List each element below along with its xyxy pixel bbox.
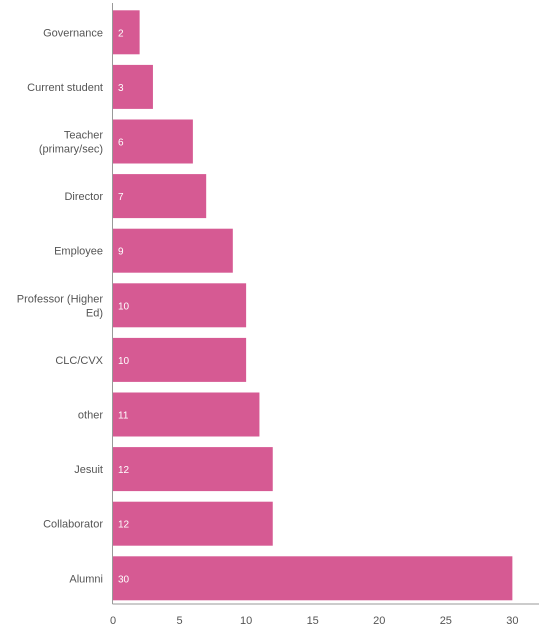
data-label-0: 2	[118, 28, 124, 39]
bar-6	[113, 337, 247, 382]
category-label-3: Director	[64, 191, 103, 203]
x-tick-label-6: 30	[506, 615, 518, 627]
x-tick-label-4: 20	[373, 615, 385, 627]
bar-2	[113, 119, 193, 164]
category-label-1: Current student	[27, 82, 103, 94]
data-label-3: 7	[118, 192, 124, 203]
x-tick-label-3: 15	[307, 615, 319, 627]
data-labels: 2 3 6 7 9 10 10 11 12 12 30	[118, 28, 130, 585]
category-label-7: other	[78, 410, 103, 422]
bar-3	[113, 174, 207, 219]
bar-10	[113, 556, 513, 601]
data-label-2: 6	[118, 138, 124, 149]
category-label-2: Teacher (primary/sec)	[39, 130, 104, 156]
data-label-4: 9	[118, 247, 124, 258]
bar-8	[113, 447, 273, 492]
data-label-5: 10	[118, 301, 130, 312]
bar-0	[113, 10, 140, 55]
category-labels: Governance Current student Teacher (primary…	[17, 27, 104, 585]
bar-5	[113, 283, 247, 328]
category-label-9: Collaborator	[43, 519, 103, 531]
bar-1	[113, 64, 153, 109]
data-label-1: 3	[118, 83, 124, 94]
category-label-8: Jesuit	[74, 464, 103, 476]
category-label-0: Governance	[43, 27, 103, 39]
data-label-6: 10	[118, 356, 130, 367]
category-label-6: CLC/CVX	[55, 355, 103, 367]
x-tick-label-5: 25	[440, 615, 452, 627]
x-tick-label-2: 10	[240, 615, 252, 627]
data-label-10: 30	[118, 574, 130, 585]
bar-4	[113, 228, 233, 273]
category-label-10: Alumni	[69, 573, 103, 585]
x-tick-label-0: 0	[110, 615, 116, 627]
x-tick-label-1: 5	[177, 615, 183, 627]
category-label-4: Employee	[54, 246, 103, 258]
bar-7	[113, 392, 260, 437]
x-axis: 0 5 10 15 20 25 30	[110, 603, 539, 627]
data-label-9: 12	[118, 520, 130, 531]
bar-9	[113, 501, 273, 546]
category-label-5: Professor (Higher Ed)	[17, 293, 104, 319]
data-label-8: 12	[118, 465, 130, 476]
data-label-7: 11	[118, 411, 129, 422]
bars-group	[113, 10, 513, 601]
